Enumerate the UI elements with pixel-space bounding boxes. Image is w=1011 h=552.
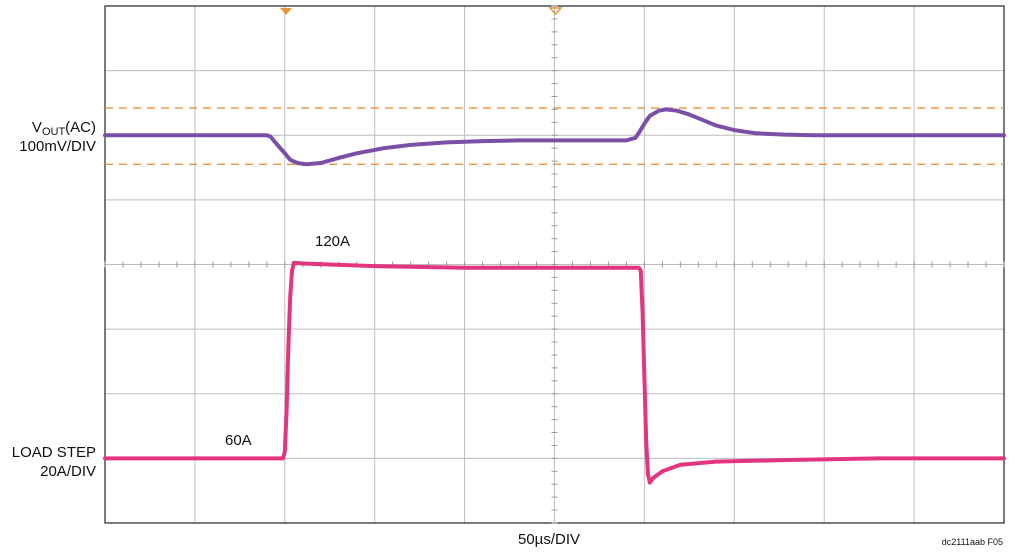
cursor-lines [105,107,1004,166]
grid-minor-ticks [104,5,1005,524]
horizontal-position-marker-icon [548,7,563,16]
vout-label-subscript: OUT [41,126,66,138]
vout-channel-label: VOUT(AC) 100mV/DIV [19,118,96,156]
vout-scale-label: 100mV/DIV [19,138,96,155]
load-scale-label: 20A/DIV [40,463,96,480]
vout-trace [103,107,1006,167]
annotation-60a: 60A [225,432,252,449]
figure-id: dc2111aab F05 [941,537,1003,547]
annotation-120a: 120A [315,233,351,250]
vout-label-main: V [31,119,42,136]
load-step-label: LOAD STEP [11,444,96,461]
vout-label-suffix: (AC) [65,119,96,136]
x-axis-label: 50µs/DIV [518,531,580,548]
load-step-trace [103,260,1006,485]
load-channel-label: LOAD STEP 20A/DIV [12,443,96,481]
trigger-marker-icon [280,8,292,15]
